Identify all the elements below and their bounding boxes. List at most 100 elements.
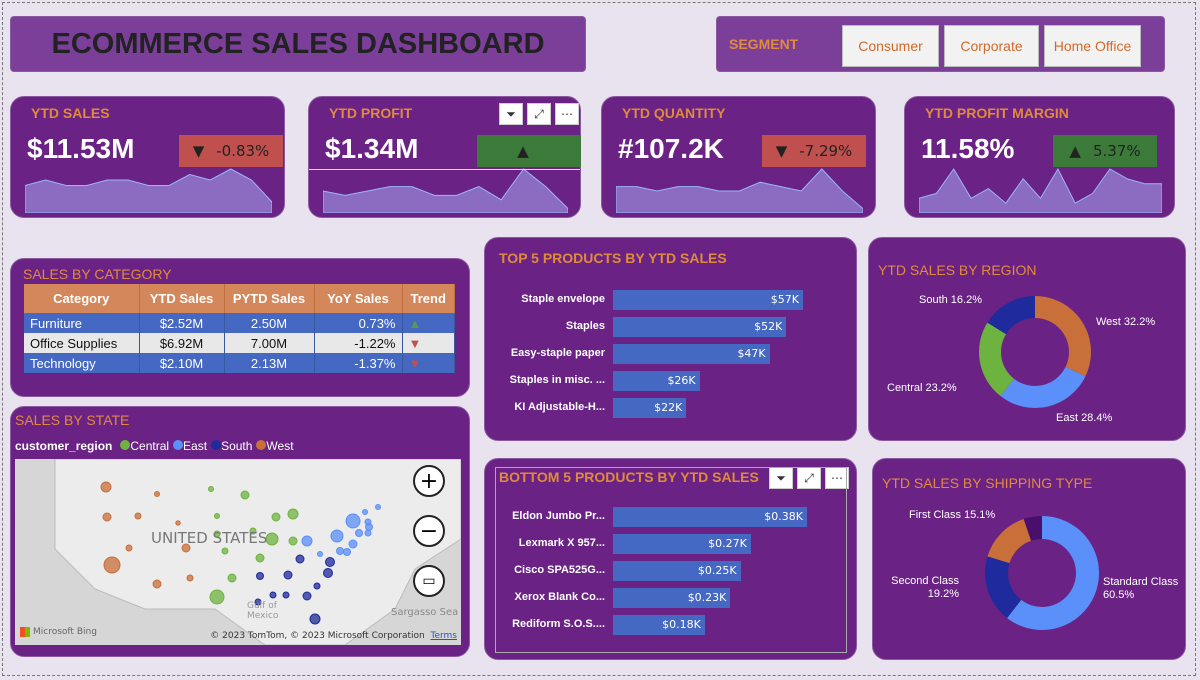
table-row[interactable]: Furniture $2.52M 2.50M 0.73% ▲ (24, 313, 455, 333)
map-bubble[interactable] (364, 529, 372, 537)
map-bubble[interactable] (323, 568, 333, 578)
bar-row[interactable]: Staple envelope $57K (485, 290, 858, 310)
bar-row[interactable]: Eldon Jumbo Pr... $0.38K (485, 507, 858, 527)
bar[interactable]: $52K (613, 317, 787, 337)
legend-item-south[interactable]: South (207, 439, 252, 453)
map-bubble[interactable] (288, 536, 298, 546)
map-bubble[interactable] (186, 574, 194, 582)
map-bubble[interactable] (365, 523, 373, 531)
bar-row[interactable]: Cisco SPA525G... $0.25K (485, 561, 858, 581)
bar[interactable]: $47K (613, 344, 770, 364)
map-bubble[interactable] (301, 535, 313, 547)
focus-mode-icon[interactable]: ⤢ (797, 467, 821, 489)
table-row[interactable]: Technology $2.10M 2.13M -1.37% ▼ (24, 353, 455, 373)
donut-slice-south[interactable] (987, 296, 1035, 335)
map-bubble[interactable] (336, 547, 344, 555)
map-bubble[interactable] (287, 508, 299, 520)
table-row[interactable]: Office Supplies $6.92M 7.00M -1.22% ▼ (24, 333, 455, 353)
map-bubble[interactable] (208, 486, 214, 492)
segment-consumer-button[interactable]: Consumer (842, 25, 939, 67)
bar[interactable]: $0.23K (613, 588, 731, 608)
col-yoy-sales[interactable]: YoY Sales (314, 284, 403, 313)
map-bubble[interactable] (375, 504, 381, 510)
bar-row[interactable]: Staples $52K (485, 317, 858, 337)
filter-icon[interactable]: ⏷ (499, 103, 523, 125)
donut-slice-central[interactable] (979, 322, 1014, 397)
donut-slice-second-class[interactable] (985, 556, 1022, 619)
map-bubble[interactable] (256, 572, 264, 580)
col-pytd-sales[interactable]: PYTD Sales (224, 284, 315, 313)
map-bubble[interactable] (254, 598, 262, 606)
bar[interactable]: $0.18K (613, 615, 705, 635)
map-bubble[interactable] (175, 520, 181, 526)
map-bubble[interactable] (249, 527, 257, 535)
donut-slice-first-class[interactable] (987, 519, 1032, 564)
col-ytd-sales[interactable]: YTD Sales (139, 284, 225, 313)
more-options-icon[interactable]: ⋯ (555, 103, 579, 125)
bar-row[interactable]: Easy-staple paper $47K (485, 344, 858, 364)
more-options-icon[interactable]: ⋯ (825, 467, 849, 489)
map-bubble[interactable] (325, 557, 335, 567)
map-bubble[interactable] (317, 551, 323, 557)
us-map[interactable]: UNITED STATES Sargasso Sea Gulf of Mexic… (15, 458, 462, 646)
donut-slice-west[interactable] (1035, 296, 1091, 377)
legend-item-east[interactable]: East (169, 439, 207, 453)
segment-corporate-button[interactable]: Corporate (944, 25, 1039, 67)
map-bubble[interactable] (100, 481, 112, 493)
bar[interactable]: $26K (613, 371, 700, 391)
map-bubble[interactable] (265, 532, 279, 546)
col-category[interactable]: Category (24, 284, 140, 313)
map-bubble[interactable] (355, 529, 363, 537)
map-bubble[interactable] (154, 491, 160, 497)
col-trend[interactable]: Trend (402, 284, 455, 313)
bar-row[interactable]: Xerox Blank Co... $0.23K (485, 588, 858, 608)
map-bubble[interactable] (282, 591, 290, 599)
bar[interactable]: $0.38K (613, 507, 807, 527)
map-bubble[interactable] (283, 570, 293, 580)
segment-home-office-button[interactable]: Home Office (1044, 25, 1141, 67)
map-bubble[interactable] (152, 579, 162, 589)
map-bubble[interactable] (125, 544, 133, 552)
map-bubble[interactable] (362, 509, 368, 515)
map-bubble[interactable] (343, 548, 351, 556)
map-bubble[interactable] (295, 554, 305, 564)
map-canvas[interactable] (15, 458, 462, 646)
bar[interactable]: $57K (613, 290, 803, 310)
map-bubble[interactable] (330, 529, 344, 543)
map-bubble[interactable] (102, 512, 112, 522)
map-bubble[interactable] (213, 530, 221, 538)
bar-row[interactable]: KI Adjustable-H... $22K (485, 398, 858, 418)
map-bubble[interactable] (269, 591, 277, 599)
bar-row[interactable]: Lexmark X 957... $0.27K (485, 534, 858, 554)
map-bubble[interactable] (209, 589, 225, 605)
map-bubble[interactable] (227, 573, 237, 583)
map-bubble[interactable] (240, 490, 250, 500)
bar[interactable]: $22K (613, 398, 687, 418)
donut-slice-other[interactable] (1023, 516, 1042, 541)
map-bubble[interactable] (271, 512, 281, 522)
map-bubble[interactable] (302, 591, 312, 601)
map-bubble[interactable] (313, 582, 321, 590)
map-bubble[interactable] (345, 513, 361, 529)
map-bubble[interactable] (221, 547, 229, 555)
select-area-button[interactable]: ▭ (413, 565, 445, 597)
bar[interactable]: $0.25K (613, 561, 741, 581)
legend-item-central[interactable]: Central (116, 439, 169, 453)
map-bubble[interactable] (348, 539, 358, 549)
zoom-in-button[interactable]: + (413, 465, 445, 497)
bar[interactable]: $0.27K (613, 534, 751, 554)
map-bubble[interactable] (103, 556, 121, 574)
donut-slice-east[interactable] (1000, 366, 1086, 408)
map-bubble[interactable] (214, 513, 220, 519)
donut-slice-standard-class[interactable] (1007, 516, 1099, 630)
map-bubble[interactable] (255, 553, 265, 563)
focus-mode-icon[interactable]: ⤢ (527, 103, 551, 125)
terms-link[interactable]: Terms (430, 631, 457, 641)
legend-item-west[interactable]: West (252, 439, 294, 453)
bar-row[interactable]: Rediform S.O.S.... $0.18K (485, 615, 858, 635)
bar-row[interactable]: Staples in misc. ... $26K (485, 371, 858, 391)
map-bubble[interactable] (181, 543, 191, 553)
map-bubble[interactable] (309, 613, 321, 625)
zoom-out-button[interactable]: − (413, 515, 445, 547)
map-bubble[interactable] (134, 512, 142, 520)
